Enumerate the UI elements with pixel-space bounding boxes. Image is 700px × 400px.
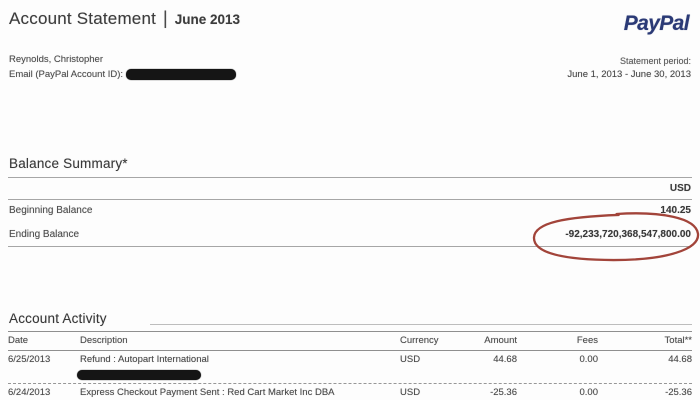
divider [8,199,692,200]
account-activity-heading: Account Activity [9,311,107,326]
col-header-date: Date [8,335,29,346]
title-separator: | [163,8,168,28]
activity-table-header: Date Description Currency Amount Fees To… [8,335,692,346]
cell-amount: 44.68 [493,354,517,365]
col-header-description: Description [80,335,128,346]
statement-title: Account Statement [9,9,157,28]
divider [150,324,692,325]
cell-description: Express Checkout Payment Sent : Red Cart… [80,387,335,398]
divider [8,383,692,384]
cell-total: -25.36 [665,387,692,398]
cell-amount: -25.36 [490,387,517,398]
divider [8,331,692,332]
ending-balance-row: Ending Balance -92,233,720,368,547,800.0… [9,229,691,240]
col-header-amount: Amount [484,335,517,346]
divider [8,246,692,247]
page-title: Account Statement | June 2013 [9,8,240,29]
statement-period-label: Statement period: [619,56,691,66]
col-header-total: Total** [664,335,692,346]
divider [8,350,692,351]
table-row: 6/24/2013 Express Checkout Payment Sent … [8,387,692,398]
statement-period-value: June 1, 2013 - June 30, 2013 [567,69,691,80]
col-header-fees: Fees [576,335,598,346]
cell-fees: 0.00 [579,354,599,365]
cell-currency: USD [400,354,421,365]
statement-period-block: Statement period: June 1, 2013 - June 30… [567,54,691,82]
email-label: Email (PayPal Account ID): [9,69,124,80]
email-line: Email (PayPal Account ID): [9,67,237,82]
paypal-logo: PayPal [623,12,690,35]
table-row: 6/25/2013 Refund : Autopart Internationa… [8,354,692,365]
cell-total: 44.68 [668,354,692,365]
cell-description: Refund : Autopart International [80,354,209,365]
divider [8,177,692,178]
account-holder-block: Reynolds, Christopher Email (PayPal Acco… [9,52,237,82]
ending-balance-value: -92,233,720,368,547,800.00 [565,229,691,240]
beginning-balance-value: 140.25 [660,205,691,216]
cell-fees: 0.00 [579,387,599,398]
beginning-balance-label: Beginning Balance [9,205,93,216]
ending-balance-label: Ending Balance [9,229,80,240]
currency-column-header: USD [669,183,691,194]
cell-date: 6/24/2013 [8,387,51,398]
account-holder-name: Reynolds, Christopher [9,54,103,65]
redaction-bar-description [77,370,201,380]
beginning-balance-row: Beginning Balance 140.25 [9,205,691,216]
cell-date: 6/25/2013 [8,354,51,365]
statement-month: June 2013 [174,12,241,27]
cell-currency: USD [400,387,421,398]
col-header-currency: Currency [400,335,439,346]
redaction-bar-email [126,69,237,80]
balance-summary-heading: Balance Summary* [9,156,128,171]
